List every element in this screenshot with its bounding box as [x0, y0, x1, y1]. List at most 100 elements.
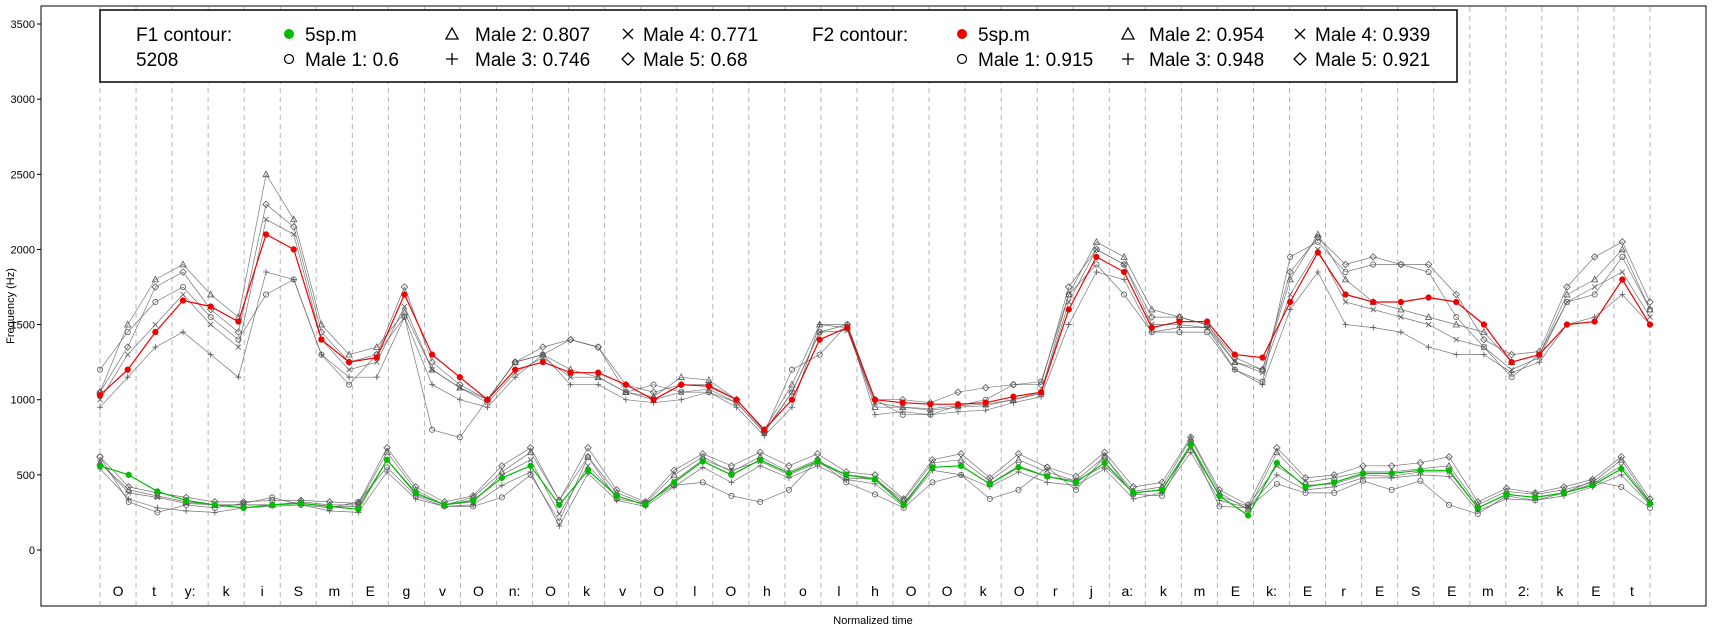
- data-point-f2-male-1: [97, 366, 104, 373]
- segment-label: E: [1231, 583, 1240, 599]
- data-point-f1-male-2: [584, 452, 592, 460]
- data-point-f2-5sp-m: [1453, 298, 1460, 306]
- data-point-f2-male-3: [263, 268, 270, 275]
- data-point-f1-5sp-m: [1646, 500, 1654, 507]
- data-point-f2-5sp-m: [1591, 318, 1598, 325]
- data-point-f2-male-3: [1010, 399, 1017, 406]
- data-point-f2-5sp-m: [927, 401, 934, 408]
- data-point-f2-male-5: [566, 335, 575, 344]
- data-point-f1-male-1: [269, 494, 276, 501]
- segment-label: O: [906, 583, 917, 599]
- data-point-f2-male-1: [124, 329, 131, 336]
- series-f1-5sp-m: [96, 441, 1654, 519]
- data-point-f2-male-1: [1425, 268, 1432, 275]
- data-point-f2-male-3: [484, 404, 491, 411]
- data-point-f2-male-5: [1480, 335, 1488, 344]
- data-point-f1-5sp-m: [297, 500, 305, 507]
- data-point-f2-male-3: [899, 408, 906, 415]
- data-point-f2-male-3: [733, 404, 740, 411]
- data-point-f1-5sp-m: [1244, 512, 1252, 519]
- data-point-f1-5sp-m: [1445, 467, 1453, 474]
- data-point-f1-5sp-m: [211, 501, 218, 509]
- data-point-f2-male-2: [1424, 313, 1433, 320]
- data-point-f2-male-1: [1370, 261, 1377, 268]
- data-point-f1-male-5: [957, 450, 965, 458]
- data-point-f2-male-1: [1453, 314, 1460, 321]
- legend-f2-male3-plus-icon: [1122, 53, 1134, 65]
- legend-f2-male1-circle-icon: [956, 53, 968, 65]
- data-point-f1-male-1: [1044, 464, 1051, 471]
- data-point-f1-male-5: [928, 456, 937, 464]
- segment-label: E: [1375, 583, 1384, 599]
- data-point-f1-male-5: [1445, 453, 1453, 461]
- data-point-f2-5sp-m: [96, 392, 104, 399]
- data-point-f2-male-4: [540, 354, 546, 361]
- data-point-f2-male-3: [567, 381, 574, 388]
- legend-f1-male1-circle-icon: [283, 53, 295, 65]
- y-axis: 0 500 1000 1500 2000 2500 3000 3500: [11, 19, 41, 557]
- data-point-f1-male-5: [584, 444, 592, 452]
- legend-f2-5sp-label: 5sp.m: [978, 25, 1030, 46]
- data-point-f2-male-5: [594, 343, 602, 351]
- segment-label: t: [1630, 583, 1634, 599]
- data-point-f2-male-1: [1121, 291, 1128, 298]
- data-point-f2-male-3: [1508, 369, 1515, 376]
- data-point-f2-male-3: [678, 396, 685, 403]
- data-point-f2-male-1: [816, 351, 823, 358]
- data-point-f1-5sp-m: [1589, 482, 1596, 489]
- data-point-f1-male-1: [1216, 503, 1223, 510]
- data-point-f1-5sp-m: [1015, 464, 1022, 471]
- data-point-f2-male-3: [1121, 276, 1128, 283]
- plot-frame: [40, 5, 1707, 607]
- data-point-f2-male-2: [677, 373, 685, 380]
- data-point-f2-male-4: [1481, 344, 1487, 350]
- segment-label: j: [1089, 583, 1093, 599]
- data-point-f1-5sp-m: [1302, 483, 1309, 491]
- data-point-f1-male-5: [1043, 463, 1051, 472]
- data-point-f2-male-5: [428, 358, 436, 366]
- data-point-f1-male-5: [1617, 453, 1626, 461]
- y-axis-title: Frequency (Hz): [5, 268, 17, 344]
- data-point-f2-male-1: [1619, 253, 1626, 260]
- data-point-f1-male-5: [1244, 501, 1252, 509]
- data-point-f2-male-5: [1286, 268, 1294, 276]
- data-point-f2-5sp-m: [179, 297, 187, 304]
- data-point-f2-5sp-m: [1287, 298, 1294, 306]
- data-point-f2-male-2: [1092, 237, 1101, 245]
- data-point-f2-male-4: [1647, 314, 1653, 320]
- data-point-f1-male-5: [1100, 448, 1109, 457]
- data-point-f1-male-5: [1186, 433, 1195, 442]
- data-point-f1-5sp-m: [1044, 473, 1051, 480]
- data-point-f2-male-3: [1342, 321, 1349, 328]
- data-point-f1-male-5: [813, 450, 822, 458]
- data-point-f1-5sp-m: [412, 489, 419, 497]
- y-tick-label: 3500: [11, 19, 35, 31]
- data-point-f2-5sp-m: [733, 396, 740, 403]
- legend-f2-title: F2 contour:: [812, 25, 908, 46]
- data-point-f1-male-4: [125, 490, 132, 496]
- segment-label: k: [223, 583, 231, 599]
- data-point-f1-male-1: [986, 495, 993, 502]
- data-point-f1-male-1: [728, 492, 735, 499]
- data-point-f2-male-2: [1397, 305, 1405, 313]
- segment-label: O: [653, 583, 664, 599]
- data-point-f2-male-2: [124, 320, 132, 328]
- data-point-f2-5sp-m: [1619, 276, 1626, 283]
- data-point-f2-male-4: [152, 321, 159, 328]
- legend-f1-5sp-label: 5sp.m: [305, 25, 357, 46]
- segment-label: k: [1556, 583, 1564, 599]
- segment-label: O: [942, 583, 953, 599]
- data-point-f2-5sp-m: [1342, 291, 1349, 298]
- data-point-f2-male-5: [289, 223, 298, 231]
- data-point-f1-male-3: [958, 471, 965, 478]
- data-point-f2-5sp-m: [539, 358, 547, 366]
- legend-f2-male1-label: Male 1: 0.915: [978, 50, 1093, 71]
- data-point-f1-5sp-m: [498, 474, 506, 482]
- data-point-f2-male-2: [151, 275, 160, 283]
- data-point-f2-5sp-m: [1480, 321, 1488, 328]
- data-point-f1-5sp-m: [1503, 491, 1510, 498]
- data-point-f1-5sp-m: [154, 488, 161, 495]
- legend-f1-male4-x-icon: [622, 28, 634, 40]
- data-point-f2-5sp-m: [954, 401, 962, 408]
- x-axis-title: Normalized time: [833, 615, 912, 627]
